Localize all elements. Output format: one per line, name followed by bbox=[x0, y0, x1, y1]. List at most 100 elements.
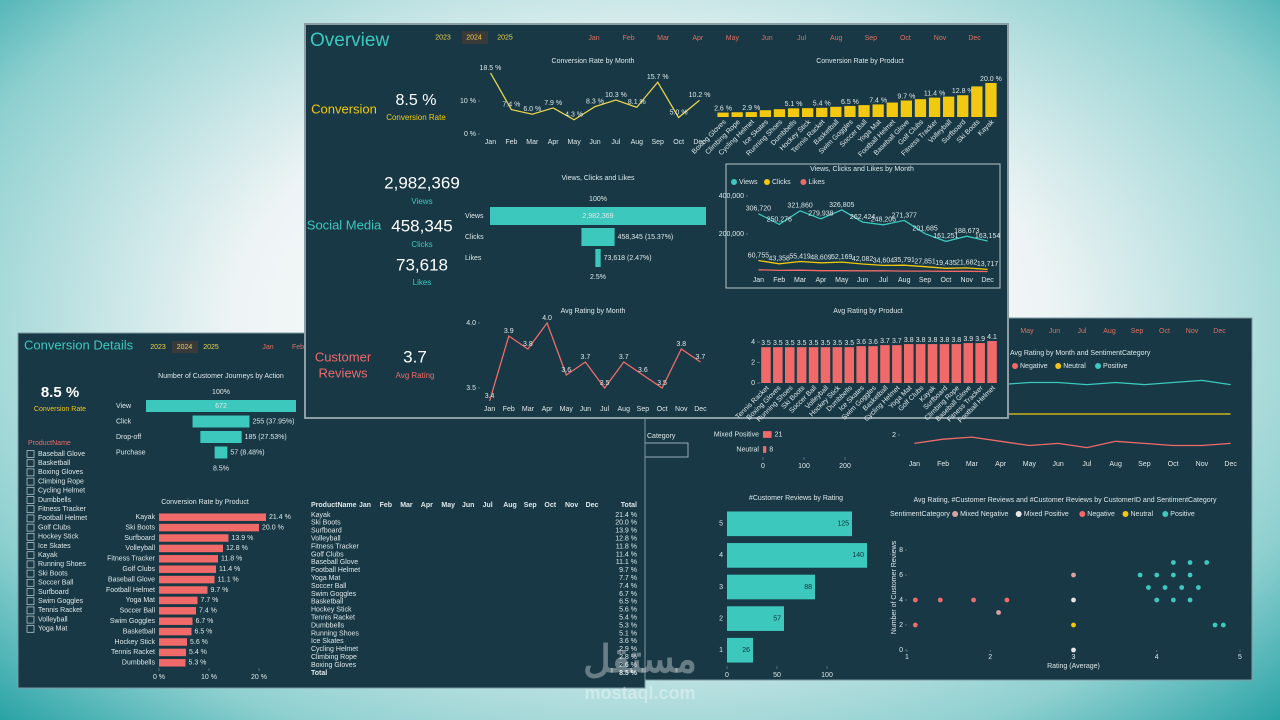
data-label: 3.5 bbox=[785, 340, 795, 347]
y-tick-label: Baseball Glove bbox=[108, 576, 155, 583]
stage-label: Purchase bbox=[116, 449, 146, 456]
table-cell: Swim Goggles bbox=[311, 591, 357, 598]
funnel-top-label: 100% bbox=[589, 196, 607, 203]
table-header: Dec bbox=[586, 502, 599, 509]
bar bbox=[763, 431, 772, 438]
conversion-details-panel: Conversion Details 8.5 % Conversion Rate… bbox=[17, 332, 646, 689]
bar bbox=[914, 99, 927, 117]
x-tick-label: Aug bbox=[1109, 461, 1122, 468]
x-tick-label: Feb bbox=[505, 139, 517, 146]
legend-swatch bbox=[1012, 363, 1018, 369]
chart-title: Conversion Rate by Product bbox=[816, 58, 904, 65]
data-label: 248,206 bbox=[871, 217, 896, 224]
y-tick-label: Golf Clubs bbox=[122, 566, 155, 573]
x-tick-label: Nov bbox=[675, 406, 688, 413]
x-tick-label: 20 % bbox=[251, 674, 267, 681]
y-tick-label: Swim Goggles bbox=[110, 618, 156, 625]
table-cell: Surfboard bbox=[311, 528, 342, 535]
bar bbox=[808, 347, 819, 383]
table-header: Feb bbox=[380, 502, 392, 509]
data-label: 3.5 bbox=[657, 380, 667, 387]
section-label: Social Media bbox=[307, 217, 382, 232]
data-label: 7.4 % bbox=[199, 608, 217, 615]
data-label: 271,377 bbox=[892, 212, 917, 219]
x-tick-label: Jul bbox=[879, 277, 888, 284]
funnel-bottom-label: 2.5% bbox=[590, 274, 606, 281]
month-filter: Jan bbox=[588, 35, 599, 42]
data-label: 73,618 (2.47%) bbox=[604, 255, 652, 262]
kpi-label: Views bbox=[411, 197, 432, 206]
month-filter: Jun bbox=[761, 35, 772, 42]
y-tick-label: 10 % bbox=[460, 98, 476, 105]
data-label: 3.8 bbox=[940, 337, 950, 344]
legend-swatch bbox=[1095, 363, 1101, 369]
data-label: 3.7 bbox=[892, 338, 902, 345]
legend-label: Positive bbox=[1103, 363, 1128, 370]
stage-label: Likes bbox=[465, 255, 482, 262]
table-cell: 13.9 % bbox=[615, 528, 637, 535]
y-tick-label: Hockey Stick bbox=[115, 639, 156, 646]
slicer-item: Surfboard bbox=[38, 589, 69, 596]
data-label: 13,717 bbox=[977, 261, 999, 268]
data-label: 11.4 % bbox=[924, 90, 945, 97]
legend-label: Clicks bbox=[772, 179, 791, 186]
table-cell: 6.7 % bbox=[619, 591, 637, 598]
table-cell: Soccer Ball bbox=[311, 583, 347, 590]
y-tick-label: 3 bbox=[719, 584, 723, 591]
table-header: May bbox=[441, 502, 455, 509]
bar bbox=[868, 346, 878, 383]
bar bbox=[727, 543, 867, 568]
checkbox bbox=[26, 597, 35, 606]
table-cell: 2.8 % bbox=[619, 654, 637, 661]
bar bbox=[943, 96, 955, 117]
x-tick-label: 4 bbox=[1155, 654, 1159, 661]
data-label: 8.3 % bbox=[586, 98, 604, 105]
slicer-title: ProductName bbox=[28, 440, 71, 447]
data-label: 12.8 % bbox=[952, 88, 974, 95]
data-label: 3.9 bbox=[975, 336, 985, 343]
bar bbox=[727, 606, 784, 631]
data-label: 672 bbox=[215, 403, 227, 410]
chart-title: Avg Rating by Month bbox=[561, 308, 626, 315]
line bbox=[758, 259, 988, 271]
funnel-bar bbox=[490, 207, 706, 225]
y-tick-label: Basketball bbox=[123, 628, 156, 635]
data-label: 3.5 bbox=[809, 340, 819, 347]
data-label: 3.6 bbox=[856, 339, 866, 346]
slicer-item: Swim Goggles bbox=[38, 598, 84, 605]
bar bbox=[820, 347, 831, 383]
data-label: 4.3 % bbox=[565, 112, 583, 119]
table-header: Sep bbox=[524, 502, 537, 509]
legend-swatch bbox=[731, 179, 737, 185]
y-tick-label: Kayak bbox=[136, 514, 156, 521]
bar bbox=[784, 347, 795, 383]
table-cell: 21.4 % bbox=[615, 512, 637, 519]
bar bbox=[159, 534, 229, 542]
y-tick-label: 4 bbox=[719, 552, 723, 559]
table-cell: 2.9 % bbox=[619, 646, 637, 653]
data-label: 5.0 % bbox=[670, 109, 688, 116]
legend-label: Views bbox=[739, 179, 758, 186]
table-cell: 5.4 % bbox=[619, 615, 637, 622]
data-label: 21,682 bbox=[956, 260, 978, 267]
data-label: 3.7 bbox=[696, 354, 706, 361]
table-cell: 11.4 % bbox=[616, 551, 637, 558]
bar bbox=[856, 346, 866, 383]
x-tick-label: Apr bbox=[815, 277, 827, 284]
legend-label: Negative bbox=[1087, 511, 1115, 518]
bar bbox=[159, 565, 216, 573]
data-label: 262,424 bbox=[850, 214, 875, 221]
slicer-item: Boxing Gloves bbox=[38, 469, 84, 476]
data-label: 3.8 bbox=[904, 337, 914, 344]
month-filter: Sep bbox=[1131, 328, 1144, 335]
legend-swatch bbox=[1015, 511, 1022, 517]
x-tick-label: Oct bbox=[657, 406, 668, 413]
data-label: 5.3 % bbox=[189, 660, 207, 667]
table-header: Aug bbox=[503, 502, 517, 509]
table-cell: 8.5 % bbox=[619, 670, 638, 677]
y-tick-label: 4 bbox=[899, 597, 903, 604]
kpi-value: 3.7 bbox=[403, 347, 427, 366]
y-tick-label: 2 bbox=[892, 432, 896, 439]
y-tick-label: Dumbbells bbox=[122, 660, 156, 667]
y-tick-label: Surfboard bbox=[124, 535, 155, 542]
